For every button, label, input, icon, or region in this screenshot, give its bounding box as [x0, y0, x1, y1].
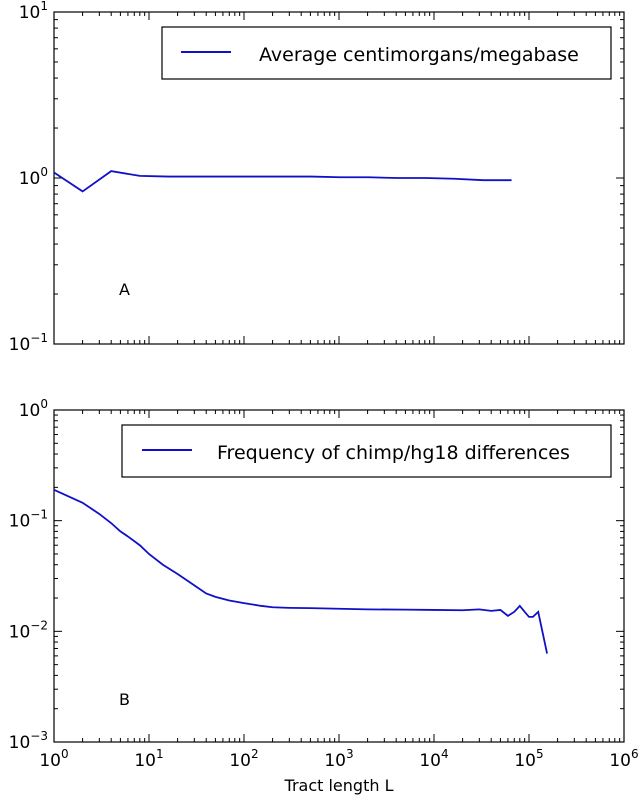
panel-b: B Frequency of chimp/hg18 differences Tr… [9, 397, 639, 795]
x-tick-label: 101 [134, 747, 163, 771]
panel-a-ticks [53, 11, 625, 345]
y-tick-label: 100 [19, 397, 48, 421]
x-axis-label: Tract length L [284, 776, 394, 795]
panel-b-series-line [53, 489, 548, 654]
panel-a-legend: Average centimorgans/megabase [161, 26, 612, 80]
panel-a-legend-box [161, 26, 612, 80]
x-tick-label: 106 [609, 747, 638, 771]
y-tick-label: 10−2 [9, 618, 48, 642]
panel-b-legend-box [121, 424, 612, 478]
panel-a-label: A [119, 280, 130, 299]
x-tick-label: 100 [39, 747, 68, 771]
panel-a-series-line [53, 170, 512, 193]
y-tick-label: 101 [19, 0, 48, 23]
panel-b-legend-label: Frequency of chimp/hg18 differences [217, 442, 570, 464]
x-tick-label: 104 [419, 747, 448, 771]
panel-a: A Average centimorgans/megabase 10−1 100 1… [9, 0, 625, 355]
y-tick-label: 100 [19, 165, 48, 189]
panel-a-legend-label: Average centimorgans/megabase [259, 44, 579, 66]
panel-b-label: B [119, 690, 130, 709]
y-tick-label: 10−1 [9, 331, 48, 355]
y-tick-label: 10−3 [9, 729, 48, 753]
x-tick-label: 102 [229, 747, 258, 771]
x-tick-label: 103 [324, 747, 353, 771]
panel-b-ticks [53, 409, 625, 743]
panel-b-legend: Frequency of chimp/hg18 differences [121, 424, 612, 478]
y-tick-label: 10−1 [9, 508, 48, 532]
x-tick-label: 105 [514, 747, 543, 771]
